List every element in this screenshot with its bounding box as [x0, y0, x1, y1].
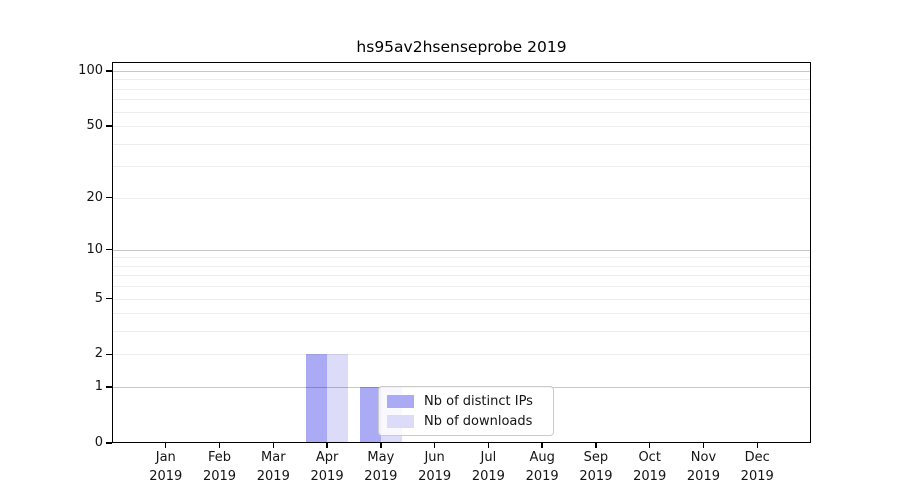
y-axis-tick-mark: [106, 249, 112, 251]
legend-swatch-distinct-ips: [387, 394, 414, 408]
y-axis-tick-mark: [106, 297, 112, 300]
y-axis-tick-label: 0: [94, 435, 103, 450]
y-axis-tick-mark: [106, 353, 112, 356]
y-axis-tick-label: 5: [94, 290, 103, 306]
gridline-minor: [112, 111, 811, 113]
y-axis-tick-mark: [106, 386, 112, 388]
x-tick-year: 2019: [418, 468, 452, 484]
x-axis-tick-mark: [487, 443, 490, 448]
y-axis-tick-label: 10: [86, 241, 103, 257]
x-tick-year: 2019: [364, 468, 398, 484]
x-tick-month: Jul: [480, 450, 497, 465]
x-axis-tick-label-oct: Oct 2019: [618, 449, 682, 486]
x-axis-tick-label-aug: Aug 2019: [510, 449, 574, 486]
gridline-minor: [112, 275, 811, 277]
x-tick-month: Sep: [583, 450, 609, 465]
x-axis-tick-mark: [595, 443, 597, 448]
x-tick-month: Jun: [424, 450, 445, 465]
x-tick-month: Aug: [529, 450, 555, 465]
y-axis-tick-mark: [106, 70, 112, 72]
y-axis-tick-label: 2: [94, 346, 103, 362]
legend-entry-distinct-ips: Nb of distinct IPs: [387, 394, 545, 409]
gridline-minor: [112, 331, 811, 333]
legend: Nb of distinct IPs Nb of downloads: [378, 386, 554, 436]
y-axis-tick-label: 20: [86, 189, 103, 205]
x-axis-tick-mark: [165, 443, 167, 448]
y-axis-tick-label: 100: [78, 63, 103, 78]
y-axis-tick-mark: [106, 442, 112, 444]
x-axis-tick-mark: [326, 443, 328, 448]
x-axis-tick-label-jun: Jun 2019: [403, 449, 467, 486]
legend-swatch-downloads: [387, 414, 414, 428]
legend-entry-downloads: Nb of downloads: [387, 414, 545, 429]
chart-title: hs95av2hsenseprobe 2019: [356, 38, 567, 56]
plot-area: [112, 62, 811, 443]
x-tick-month: Jan: [155, 450, 176, 465]
x-tick-year: 2019: [256, 468, 290, 484]
gridline-minor: [112, 166, 811, 168]
gridline-major: [112, 249, 811, 251]
x-axis-tick-label-jul: Jul 2019: [456, 449, 520, 486]
gridline-minor: [112, 88, 811, 90]
x-axis-tick-mark: [541, 443, 543, 448]
x-tick-month: Apr: [315, 450, 339, 465]
legend-label-distinct-ips: Nb of distinct IPs: [424, 393, 533, 409]
x-tick-month: Dec: [744, 450, 770, 465]
bar-nb-of-downloads-apr: [327, 354, 349, 443]
y-axis-tick-mark: [106, 196, 112, 199]
x-tick-month: Feb: [208, 450, 232, 465]
x-tick-year: 2019: [310, 468, 344, 484]
gridline-minor: [112, 257, 811, 259]
gridline-minor: [112, 197, 811, 199]
x-tick-year: 2019: [149, 468, 183, 484]
x-tick-month: Nov: [690, 450, 717, 465]
x-tick-month: May: [367, 450, 395, 465]
x-tick-year: 2019: [525, 468, 559, 484]
gridline-minor: [112, 298, 811, 300]
x-tick-year: 2019: [633, 468, 667, 484]
x-axis-tick-label-may: May 2019: [349, 449, 413, 486]
gridline-major: [112, 71, 811, 72]
x-axis-tick-mark: [648, 443, 651, 448]
gridline-minor: [112, 126, 811, 128]
bar-nb-of-distinct-ips-apr: [306, 354, 328, 443]
x-axis-tick-mark: [272, 443, 274, 448]
x-tick-year: 2019: [579, 468, 613, 484]
gridline-minor: [112, 313, 811, 315]
x-tick-year: 2019: [202, 468, 237, 484]
x-axis-tick-mark: [380, 443, 382, 448]
x-tick-month: Mar: [261, 450, 286, 465]
x-axis-tick-mark: [756, 443, 758, 448]
bar-nb-of-distinct-ips-may: [359, 387, 381, 443]
x-axis-tick-mark: [702, 443, 705, 448]
x-axis-tick-label-feb: Feb 2019: [188, 449, 252, 486]
x-tick-year: 2019: [471, 468, 505, 484]
x-tick-year: 2019: [740, 468, 774, 484]
x-axis-tick-label-nov: Nov 2019: [671, 449, 735, 486]
x-axis-tick-label-sep: Sep 2019: [564, 449, 628, 486]
gridline-minor: [112, 79, 811, 81]
y-axis-tick-label: 50: [86, 118, 103, 134]
y-axis-tick-mark: [106, 125, 112, 127]
gridline-minor: [112, 265, 811, 267]
x-axis-tick-label-jan: Jan 2019: [134, 449, 198, 486]
x-tick-year: 2019: [686, 468, 720, 484]
x-axis-tick-mark: [218, 443, 221, 448]
gridline-minor: [112, 99, 811, 101]
gridline-minor: [112, 143, 811, 145]
x-axis-tick-label-apr: Apr 2019: [295, 449, 359, 486]
gridline-minor: [112, 354, 811, 356]
x-axis-tick-mark: [433, 443, 436, 448]
y-axis-tick-label: 1: [94, 379, 103, 395]
x-axis-tick-label-mar: Mar 2019: [241, 449, 305, 486]
gridline-minor: [112, 286, 811, 288]
legend-label-downloads: Nb of downloads: [424, 413, 533, 429]
x-axis-tick-label-dec: Dec 2019: [725, 449, 789, 486]
x-tick-month: Oct: [638, 450, 661, 465]
